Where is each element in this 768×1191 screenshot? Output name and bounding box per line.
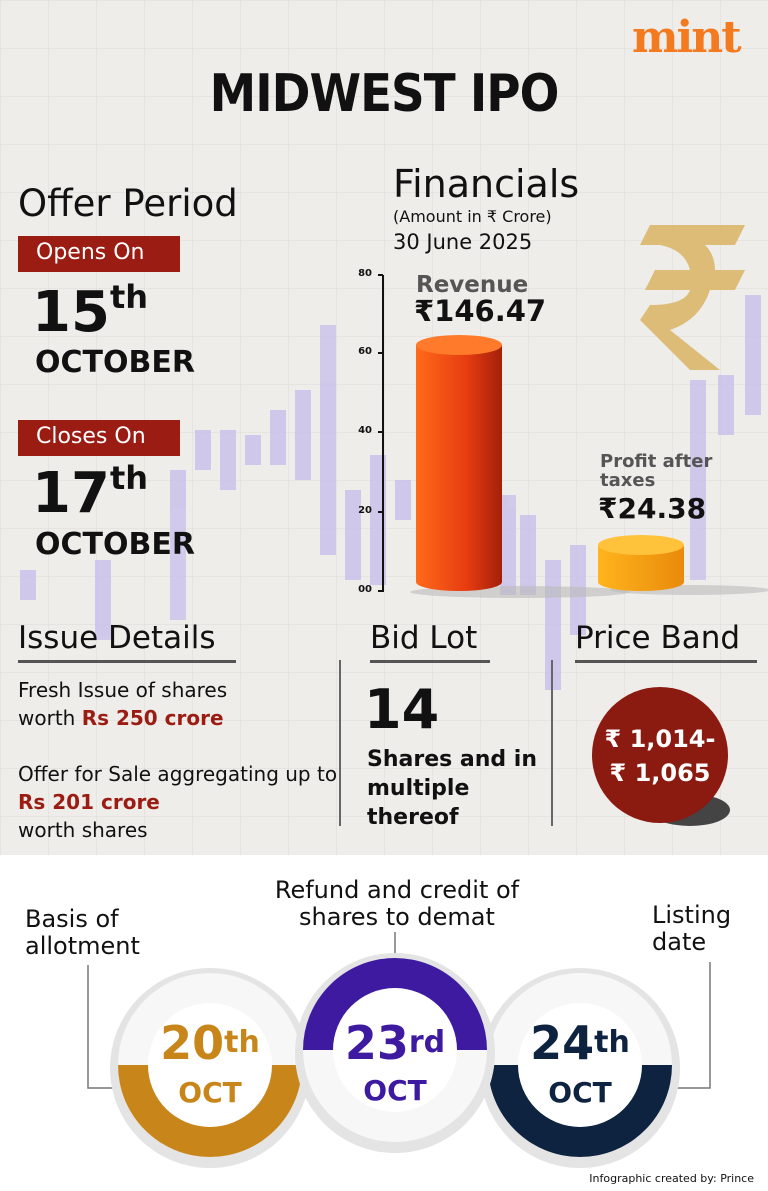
- bid-lot-number: 14: [364, 678, 440, 741]
- axis-tick: 00: [358, 584, 372, 595]
- day: 24: [530, 1016, 595, 1070]
- month: OCT: [548, 1076, 612, 1109]
- suffix: th: [594, 1025, 630, 1060]
- day: 20: [160, 1016, 225, 1070]
- event-date: 20th OCT: [110, 1018, 310, 1109]
- issue-item: Fresh Issue of shares worth Rs 250 crore: [18, 676, 258, 732]
- event-label: Listing date: [652, 901, 732, 956]
- price-band-values: ₹ 1,014- ₹ 1,065: [592, 722, 728, 790]
- suffix: th: [109, 459, 149, 497]
- text: worth shares: [18, 818, 148, 842]
- suffix: th: [224, 1025, 260, 1060]
- closes-month: OCTOBER: [35, 527, 195, 562]
- axis-tick: 80: [358, 268, 372, 279]
- brand-logo: mint: [632, 12, 742, 63]
- price-line: ₹ 1,065: [609, 759, 711, 787]
- text: Offer for Sale aggregating up to: [18, 762, 338, 786]
- day: 17: [32, 461, 110, 526]
- closes-label: Closes On: [18, 420, 180, 456]
- issue-details-title: Issue Details: [18, 620, 236, 663]
- profit-value: ₹24.38: [598, 492, 707, 525]
- credit: Infographic created by: Prince: [589, 1172, 754, 1185]
- suffix: rd: [408, 1025, 446, 1060]
- offer-period-title: Offer Period: [18, 182, 238, 225]
- financials-date: 30 June 2025: [393, 230, 533, 254]
- revenue-value: ₹146.47: [414, 294, 547, 328]
- revenue-label: Revenue: [416, 272, 529, 298]
- financials-note: (Amount in ₹ Crore): [393, 207, 552, 226]
- issue-item: Offer for Sale aggregating up to Rs 201 …: [18, 760, 338, 844]
- month: OCT: [178, 1076, 242, 1109]
- closes-date: 17th: [32, 462, 148, 522]
- price-line: ₹ 1,014-: [604, 725, 716, 753]
- event-date: 24th OCT: [480, 1018, 680, 1109]
- month: OCT: [363, 1074, 427, 1107]
- title: MIDWEST IPO: [209, 64, 560, 124]
- opens-label: Opens On: [18, 236, 180, 272]
- axis-tick: 60: [358, 346, 372, 357]
- suffix: th: [109, 278, 149, 316]
- axis-tick: 40: [358, 425, 372, 436]
- event-date: 23rd OCT: [295, 1018, 495, 1107]
- day: 23: [344, 1016, 409, 1070]
- event-label: Basis of allotment: [25, 905, 140, 960]
- financials-title: Financials: [393, 162, 580, 206]
- profit-label: Profit after taxes: [600, 451, 713, 491]
- opens-date: 15th: [32, 281, 148, 341]
- bid-lot-title: Bid Lot: [370, 620, 490, 663]
- highlight: Rs 250 crore: [81, 706, 224, 730]
- event-label: Refund and credit of shares to demat: [274, 876, 520, 931]
- text: Fresh Issue of shares worth: [18, 678, 228, 730]
- price-band-title: Price Band: [575, 620, 757, 663]
- day: 15: [32, 280, 110, 345]
- axis-tick: 20: [358, 505, 372, 516]
- bid-lot-text: Shares and in multiple thereof: [367, 747, 537, 830]
- opens-month: OCTOBER: [35, 345, 195, 380]
- highlight: Rs 201 crore: [18, 790, 160, 814]
